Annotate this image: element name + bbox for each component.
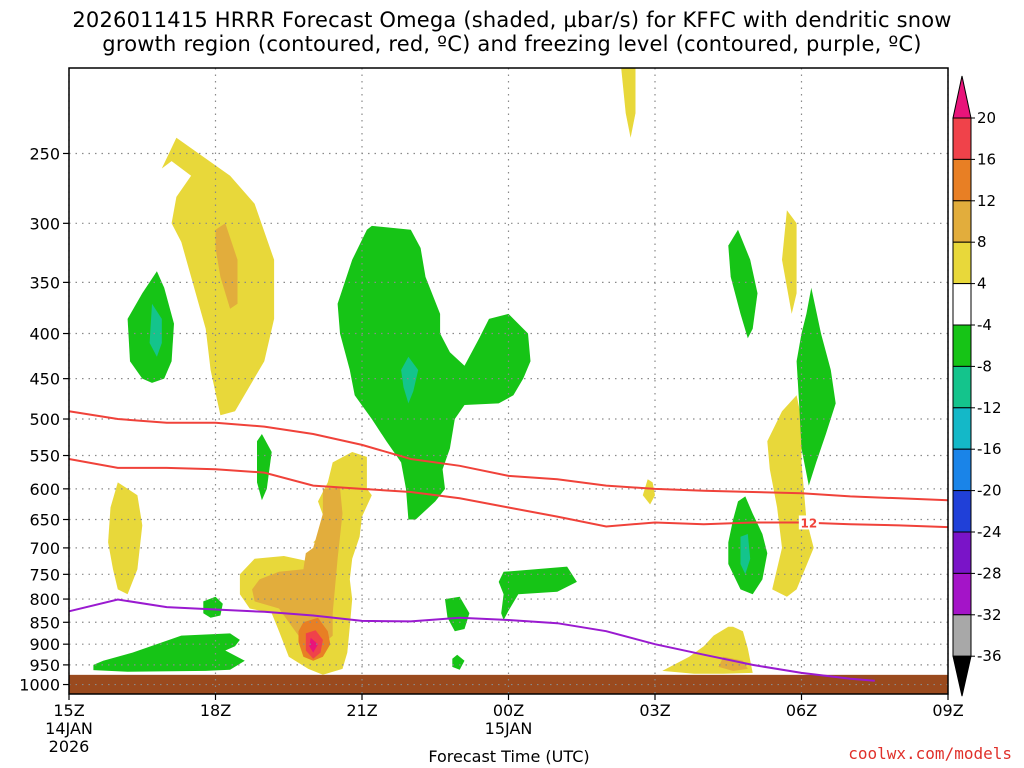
x-tick-label-03Z: 03Z [639, 701, 670, 720]
colorbar-label-10: -24 [977, 523, 1002, 541]
x-tick-label-09Z: 09Z [932, 701, 963, 720]
colorbar-swatch-1 [952, 158, 972, 202]
freezing-level-contour [68, 598, 875, 682]
colorbar-bottom-arrow [952, 655, 972, 697]
credit-link[interactable]: coolwx.com/models [848, 744, 1012, 763]
y-tick-label-550: 550 [29, 447, 60, 466]
y-axis: 250 300 350 400 450 500 550 600 650 700 750 800 850 9… [19, 144, 69, 695]
x-tick-label-15Z: 15Z [53, 701, 84, 720]
colorbar-label-8: -16 [977, 440, 1002, 458]
x-tick-label-18Z: 18Z [200, 701, 231, 720]
y-tick-label-650: 650 [29, 511, 60, 530]
omega-region-20 [257, 434, 272, 501]
colorbar-swatch-12 [952, 614, 972, 657]
omega-region-21 [445, 596, 470, 632]
colorbar-swatch-3 [952, 241, 972, 285]
x-tick-label-00Z: 00Z [493, 701, 524, 720]
y-tick-label-350: 350 [29, 273, 60, 292]
title-line-1: 2026011415 HRRR Forecast Omega (shaded, … [72, 8, 952, 32]
colorbar-label-12: -32 [977, 606, 1002, 624]
colorbar-label-11: -28 [977, 564, 1002, 582]
freezing-level-line [68, 598, 875, 682]
colorbar-label-1: 16 [977, 150, 996, 168]
colorbar-label-7: -12 [977, 399, 1002, 417]
y-tick-label-750: 750 [29, 565, 60, 584]
omega-region-26 [740, 534, 751, 575]
ground-below-surface [69, 674, 948, 694]
colorbar-label-0: 20 [977, 109, 996, 127]
x-tick-label-06Z: 06Z [786, 701, 817, 720]
colorbar-swatch-5 [952, 324, 972, 367]
omega-region-18 [93, 633, 245, 672]
omega-region-24 [728, 229, 758, 339]
title-line-2: growth region (contoured, red, ºC) and f… [102, 32, 922, 56]
snow-growth-line-0 [68, 410, 949, 502]
colorbar-label-4: 4 [977, 275, 987, 293]
omega-region-10 [252, 487, 343, 645]
omega-region-6 [642, 479, 655, 505]
colorbar-swatch-8 [952, 448, 972, 492]
omega-region-1 [215, 223, 238, 309]
y-tick-label-900: 900 [29, 635, 60, 654]
y-tick-label-250: 250 [29, 144, 60, 163]
omega-region-2 [621, 68, 636, 138]
x-tick-year-15Z: 2026 [49, 737, 90, 756]
omega-region-15 [401, 356, 419, 404]
omega-region-13 [309, 637, 318, 653]
colorbar-label-13: -36 [977, 647, 1002, 665]
colorbar-swatch-7 [952, 407, 972, 450]
omega-region-5 [767, 395, 814, 597]
omega-region-19 [203, 596, 223, 618]
colorbar-label-6: -8 [977, 357, 992, 375]
colorbar-label-2: 12 [977, 192, 996, 210]
omega-region-3 [782, 210, 797, 314]
y-tick-label-1000: 1000 [19, 676, 60, 695]
chart-title: 2026011415 HRRR Forecast Omega (shaded, … [0, 8, 1024, 56]
y-tick-label-800: 800 [29, 590, 60, 609]
colorbar-swatch-4 [952, 283, 972, 326]
colorbar-swatch-0 [952, 117, 972, 160]
omega-region-27 [796, 287, 836, 486]
omega-region-4 [108, 482, 143, 595]
colorbar-swatch-10 [952, 531, 972, 574]
colorbar-swatch-6 [952, 365, 972, 409]
colorbar-label-3: 8 [977, 233, 987, 251]
x-tick-sublabel-00Z: 15JAN [485, 719, 533, 738]
colorbar-swatch-9 [952, 490, 972, 533]
omega-region-22 [452, 654, 465, 670]
colorbar-top-arrow [952, 75, 972, 119]
omega-region-0 [161, 137, 275, 416]
y-tick-label-700: 700 [29, 539, 60, 558]
colorbar: 20 16 12 8 4 -4 -8 -12 -16 -20 -24 -28 -32 -36 [952, 75, 1002, 697]
colorbar-swatch-11 [952, 572, 972, 616]
omega-region-14 [337, 225, 531, 520]
omega-region-17 [149, 303, 162, 357]
y-tick-label-600: 600 [29, 480, 60, 499]
y-tick-label-850: 850 [29, 613, 60, 632]
x-tick-label-21Z: 21Z [346, 701, 377, 720]
contour-label-bg [798, 515, 819, 530]
x-tick-sublabel-15Z: 14JAN [45, 719, 93, 738]
colorbar-label-9: -20 [977, 482, 1002, 500]
x-axis-label: Forecast Time (UTC) [428, 747, 589, 766]
omega-shaded-regions [93, 68, 836, 675]
colorbar-label-5: -4 [977, 316, 992, 334]
omega-region-23 [498, 566, 577, 620]
colorbar-swatch-2 [952, 200, 972, 243]
y-tick-label-950: 950 [29, 656, 60, 675]
y-tick-label-300: 300 [29, 214, 60, 233]
y-tick-label-450: 450 [29, 370, 60, 389]
snow-growth-contours: 12 [68, 410, 949, 530]
y-tick-label-500: 500 [29, 410, 60, 429]
y-tick-label-400: 400 [29, 325, 60, 344]
contour-label: 12 [800, 516, 817, 530]
